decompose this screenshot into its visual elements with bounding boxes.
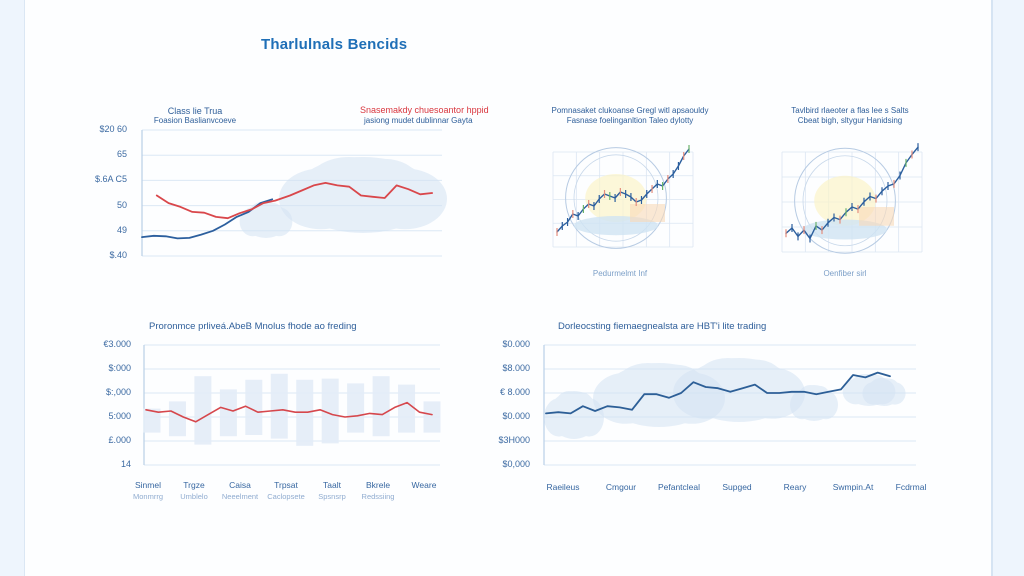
chart-tr-title-line2: Cbeat bigh, sltygur Hanidsing [797,116,903,125]
series-line-price [556,148,690,233]
y-tick-label: $3H000 [498,435,530,445]
x-tick-label-sub: Redssiing [361,492,395,501]
x-tick-label-sub: Umblelo [180,492,208,501]
y-tick-label: $0,000 [502,459,530,469]
y-tick-label: $:000 [108,363,131,373]
y-tick-label: $20 60 [99,124,127,134]
x-tick-label-main: Taalt [323,480,341,490]
chart-bottom-right [543,344,916,466]
x-tick-label-sub: Monmrrg [132,492,163,501]
y-tick-label: 50 [116,199,127,210]
slide [24,0,993,576]
x-tick-label: Cmgour [605,482,637,492]
chart-br-title: Dorleocsting fiemaegnealsta are HBT'i li… [558,321,767,332]
chart-tl-title-line2: Foasion Baslianvcoeve [153,116,237,125]
chart-tm-title-line1: Pomnasaket clukoanse Gregl witl apsaould… [551,106,709,115]
x-tick-label-main: Caisa [229,480,251,490]
x-tick-label-sub: Spsnsrp [318,492,346,501]
bar [194,376,212,445]
chart-tl-legend-line2: jasiong mudet dublinnar Gayta [364,116,473,125]
x-tick-label-main: Weare [411,480,437,490]
bar [347,383,365,433]
chart-tr-title-line1: Tavlbird rlaeoter a flas lee s Salts [791,106,909,115]
chart-tl-title-line1: Class lie Trua [167,106,223,116]
bar [321,378,339,444]
x-tick-label: Taalt Spsnsrp [302,480,362,502]
bar [270,373,288,439]
x-tick-label: Reary [783,482,807,492]
y-tick-label: $0.000 [502,339,530,349]
bar [219,389,237,437]
circle-decoration [565,147,667,249]
series-line-red [145,401,433,423]
circle-decoration [573,154,659,242]
circle-decoration [802,155,888,247]
y-tick-label: 65 [116,149,127,160]
chart-tr-footer: Oenfiber sirl [823,269,867,278]
page-title: Tharlulnals Bencids [261,36,408,53]
bar [143,408,161,433]
x-tick-label-main: Trpsat [274,480,298,490]
x-tick-label: Trpsat Caclopsete [256,480,316,502]
chart-top-middle [552,145,694,249]
y-tick-label: $.6A C5 [94,174,127,185]
cloud-highlight [790,385,838,421]
x-tick-label: Sinmel Monmrrg [118,480,178,502]
cloud-highlight [239,202,293,238]
orange-highlight [859,207,894,226]
series-line-blue [545,371,891,415]
chart-bl-title: Proronmce prliveá.AbeB Mnolus fhode ao f… [149,321,357,332]
x-tick-label-sub: Neeelment [221,492,259,501]
y-tick-label: $0.000 [502,411,530,421]
series-line-red [155,182,433,220]
y-tick-label: 14 [120,459,131,469]
bar [398,384,416,433]
x-tick-label-main: Bkrele [365,480,391,490]
chart-tl-legend-line1: Snasemakdy chuesoantor hppid [360,105,489,115]
chart-top-right [781,143,923,254]
x-tick-label: Fcdrmal [895,482,927,492]
chart-top-left [141,129,447,257]
x-tick-label-main: Sinmel [135,480,161,490]
cloud-highlight [862,378,906,406]
bar [245,379,263,435]
x-tick-label: Weare [394,480,454,491]
circle-decoration [794,147,896,254]
y-tick-label: € 8.000 [499,387,530,397]
chart-tm-footer: Pedurmelmt Inf [592,269,648,278]
x-tick-label: Raeileus [546,482,580,492]
bar [423,401,441,433]
y-tick-label: $8.000 [502,363,530,373]
bar [168,401,186,437]
x-tick-label: Swmpin.At [832,482,874,492]
chart-tm-title-line2: Fasnase foelinganltion Taleo dylotty [566,116,694,125]
y-tick-label: $:,000 [105,387,131,397]
x-tick-label: Pefantcleal [657,482,701,492]
y-tick-label: 5:000 [108,411,131,421]
chart-bottom-left [143,344,441,466]
x-tick-label: Trgze Umblelo [164,480,224,502]
x-tick-label: Bkrele Redssiing [348,480,408,502]
y-tick-label: €3.000 [103,339,131,349]
orange-highlight [630,204,665,222]
y-tick-label: 49 [116,224,127,235]
x-tick-label: Caisa Neeelment [210,480,270,502]
y-tick-label: £.000 [108,435,131,445]
x-tick-label: Supged [722,482,752,492]
x-tick-label-main: Trgze [183,480,205,490]
y-tick-label: $.40 [109,250,127,260]
bar [372,376,390,437]
x-tick-label-sub: Caclopsete [267,492,305,501]
